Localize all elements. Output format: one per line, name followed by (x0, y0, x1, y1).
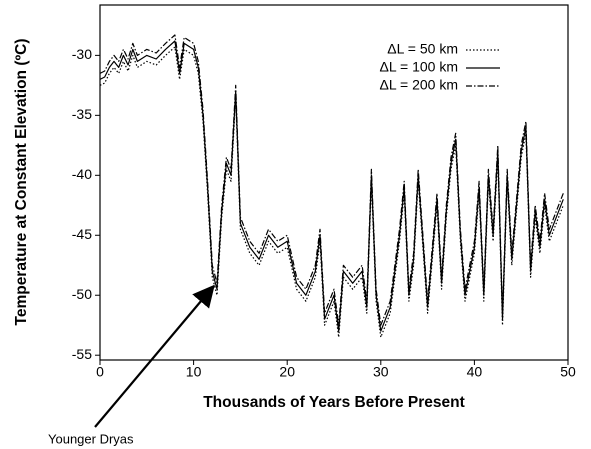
series-line (99, 34, 564, 326)
y-tick-label: -50 (72, 286, 92, 302)
y-axis-label: Temperature at Constant Elevation (ºC) (13, 39, 30, 326)
legend-label: ΔL = 100 km (380, 59, 458, 75)
legend-label: ΔL = 50 km (387, 41, 458, 57)
x-tick-label: 40 (467, 364, 483, 380)
annotation: Younger Dryas (48, 431, 134, 446)
series-line (99, 40, 564, 332)
annotation-arrow (94, 284, 215, 428)
x-axis-label: Thousands of Years Before Present (203, 394, 465, 411)
y-tick-label: -30 (72, 46, 92, 62)
x-tick-label: 10 (186, 364, 202, 380)
x-tick-label: 0 (96, 364, 104, 380)
x-tick-label: 50 (560, 364, 576, 380)
plot-frame (99, 4, 569, 361)
y-tick-label: -35 (72, 106, 92, 122)
y-tick-label: -45 (72, 226, 92, 242)
y-tick-label: -55 (72, 346, 92, 362)
x-tick-label: 30 (373, 364, 389, 380)
y-tick-label: -40 (72, 166, 92, 182)
legend-label: ΔL = 200 km (380, 77, 458, 93)
x-tick-label: 20 (279, 364, 295, 380)
